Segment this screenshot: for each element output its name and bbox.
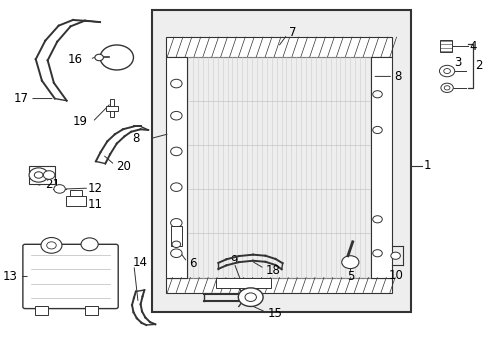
- Circle shape: [439, 65, 454, 77]
- Circle shape: [100, 45, 133, 70]
- Bar: [165, 37, 391, 57]
- Text: 8: 8: [394, 70, 401, 83]
- Circle shape: [81, 238, 98, 251]
- Bar: [171, 226, 181, 246]
- Text: 1: 1: [423, 159, 430, 172]
- Text: 4: 4: [468, 40, 475, 53]
- Circle shape: [43, 171, 55, 179]
- Text: 13: 13: [3, 270, 18, 283]
- Text: 6: 6: [188, 257, 196, 270]
- Bar: [439, 40, 451, 53]
- Text: 2: 2: [474, 59, 481, 72]
- Text: 14: 14: [132, 256, 147, 269]
- Circle shape: [170, 219, 182, 227]
- FancyBboxPatch shape: [23, 244, 118, 309]
- Text: 20: 20: [116, 160, 131, 173]
- Circle shape: [244, 293, 256, 301]
- Circle shape: [170, 249, 182, 257]
- Circle shape: [95, 54, 103, 61]
- Bar: [66, 197, 85, 206]
- Circle shape: [443, 68, 449, 73]
- Bar: [165, 278, 391, 293]
- Circle shape: [47, 242, 56, 249]
- Text: 21: 21: [45, 178, 60, 191]
- Circle shape: [440, 83, 452, 93]
- Bar: [216, 278, 270, 288]
- Circle shape: [443, 86, 449, 90]
- Circle shape: [372, 91, 382, 98]
- Text: 16: 16: [67, 54, 82, 67]
- Bar: [370, 57, 391, 278]
- Text: 18: 18: [265, 264, 280, 276]
- Text: 11: 11: [87, 198, 102, 211]
- Circle shape: [238, 288, 263, 306]
- Text: 17: 17: [13, 92, 28, 105]
- Bar: [165, 57, 187, 278]
- Circle shape: [34, 172, 43, 178]
- Circle shape: [172, 241, 180, 248]
- Circle shape: [54, 185, 65, 193]
- Text: 12: 12: [87, 182, 102, 195]
- Bar: [84, 306, 98, 315]
- Bar: [110, 99, 114, 117]
- Text: 5: 5: [346, 270, 353, 283]
- Text: 7: 7: [289, 26, 296, 39]
- Bar: [69, 190, 82, 197]
- Circle shape: [341, 256, 358, 269]
- Bar: [35, 306, 48, 315]
- Bar: [106, 106, 118, 111]
- Circle shape: [372, 126, 382, 134]
- Circle shape: [170, 111, 182, 120]
- Text: 8: 8: [132, 132, 140, 145]
- Text: 15: 15: [267, 307, 282, 320]
- Text: 19: 19: [72, 115, 87, 128]
- Text: 9: 9: [230, 254, 237, 267]
- Bar: [29, 166, 55, 184]
- Circle shape: [170, 183, 182, 192]
- Circle shape: [29, 168, 48, 182]
- Circle shape: [41, 238, 62, 253]
- Circle shape: [372, 216, 382, 223]
- Circle shape: [372, 249, 382, 257]
- Text: 10: 10: [388, 269, 403, 282]
- Text: 3: 3: [453, 55, 461, 69]
- Bar: [151, 10, 410, 312]
- Circle shape: [390, 252, 400, 259]
- Circle shape: [170, 147, 182, 156]
- Circle shape: [170, 79, 182, 88]
